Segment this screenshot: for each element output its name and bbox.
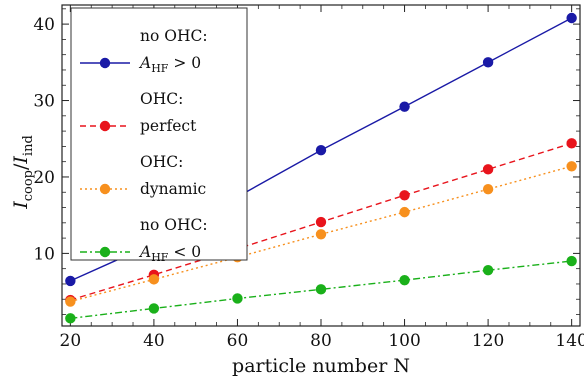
- data-point: [315, 284, 327, 295]
- data-point: [315, 229, 327, 240]
- x-tick-label: 100: [388, 331, 420, 351]
- legend-box: [70, 7, 248, 261]
- data-point: [65, 296, 76, 307]
- legend-label-line1: OHC:: [140, 90, 183, 108]
- data-point: [399, 206, 410, 218]
- data-point: [566, 255, 577, 267]
- legend-label-line2: perfect: [140, 117, 197, 135]
- data-point: [148, 303, 160, 314]
- data-point: [315, 145, 327, 156]
- legend-entry: no OHC: AHF < 0: [80, 216, 208, 264]
- y-tick-label: 20: [33, 168, 55, 188]
- legend-entry: OHC: dynamic: [80, 153, 206, 198]
- data-point: [315, 216, 327, 228]
- legend-label-line1: no OHC:: [140, 27, 208, 45]
- legend-entry: OHC: perfect: [80, 90, 197, 135]
- x-tick-label: 120: [472, 331, 504, 351]
- legend-marker: [99, 120, 111, 132]
- x-tick-label: 40: [143, 331, 165, 351]
- data-point: [399, 190, 410, 201]
- x-tick-label: 20: [60, 331, 82, 351]
- y-tick-label: 10: [33, 244, 55, 264]
- series-3: [65, 255, 577, 324]
- data-point: [566, 138, 577, 149]
- x-tick-label: 60: [227, 331, 249, 351]
- legend-marker: [99, 246, 111, 258]
- legend-entry: no OHC: AHF > 0: [80, 27, 208, 75]
- legend-marker: [99, 183, 111, 195]
- data-point: [232, 293, 243, 304]
- data-point: [399, 101, 410, 112]
- y-tick-label: 40: [33, 15, 55, 35]
- data-point: [482, 183, 494, 195]
- data-point: [148, 274, 160, 285]
- x-tick-label: 140: [555, 331, 584, 351]
- legend-label-line2: AHF > 0: [138, 54, 201, 75]
- legend-label-line1: no OHC:: [140, 216, 208, 234]
- y-tick-label: 30: [33, 92, 55, 112]
- legend-marker: [99, 57, 111, 69]
- legend-label-line2: AHF < 0: [138, 243, 201, 264]
- x-tick-label: 80: [310, 331, 332, 351]
- data-point: [566, 161, 577, 172]
- data-point: [65, 275, 76, 287]
- data-point: [65, 313, 76, 324]
- legend-label-line2: dynamic: [140, 180, 206, 198]
- y-axis-title: Icoop/Iind: [10, 135, 36, 210]
- data-point: [482, 164, 494, 175]
- x-axis-title: particle number N: [232, 355, 410, 377]
- data-point: [566, 12, 577, 24]
- data-point: [482, 265, 494, 276]
- data-point: [482, 57, 494, 68]
- legend-label-line1: OHC:: [140, 153, 183, 171]
- data-point: [399, 274, 410, 286]
